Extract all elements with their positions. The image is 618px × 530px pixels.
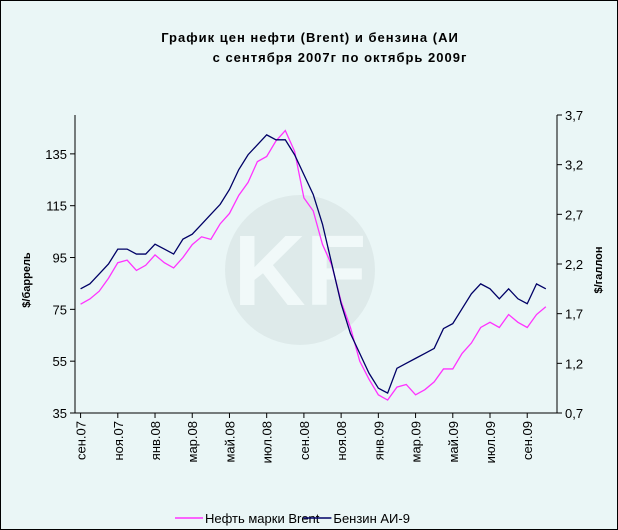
legend-label: Нефть марки Brent <box>205 511 320 526</box>
x-tick-label: янв.09 <box>371 421 386 460</box>
x-tick-label: ноя.08 <box>334 421 349 461</box>
x-tick-label: мар.08 <box>185 421 200 462</box>
chart-subtitle: с сентября 2007г по октябрь 2009г <box>213 50 468 65</box>
y-tick-label: 75 <box>53 302 67 317</box>
y-tick-label: 35 <box>53 406 67 421</box>
y-tick-label: 115 <box>46 199 67 214</box>
y2-axis-label: $/галлон <box>593 246 605 293</box>
y-tick-label: 135 <box>45 147 67 162</box>
x-tick-label: май.09 <box>446 421 461 463</box>
y2-tick-label: 3,7 <box>565 108 583 123</box>
x-tick-label: сен.08 <box>297 421 312 460</box>
line-series <box>80 129 547 401</box>
y-tick-label: 55 <box>53 354 67 369</box>
y2-tick-label: 1,2 <box>565 356 583 371</box>
y2-tick-label: 0,7 <box>565 406 583 421</box>
y2-tick-label: 1,7 <box>565 307 583 322</box>
chart-title: График цен нефти (Brent) и бензина (АИ <box>161 30 459 45</box>
x-tick-label: сен.09 <box>520 421 535 460</box>
x-tick-label: ноя.07 <box>111 421 126 461</box>
watermark: KF <box>225 195 375 345</box>
y-axis-label: $/баррель <box>21 252 33 308</box>
x-tick-label: мар.09 <box>409 421 424 462</box>
svg-text:KF: KF <box>233 215 366 327</box>
x-tick-label: май.08 <box>222 421 237 463</box>
x-tick-label: янв.08 <box>148 421 163 460</box>
legend-label: Бензин АИ-9 <box>333 511 410 526</box>
y2-tick-label: 2,2 <box>565 257 583 272</box>
y-tick-label: 95 <box>53 251 67 266</box>
x-tick-label: июл.08 <box>260 421 275 463</box>
x-tick-label: июл.09 <box>483 421 498 463</box>
y2-tick-label: 3,2 <box>565 158 583 173</box>
y2-tick-label: 2,7 <box>565 207 583 222</box>
line-series <box>80 134 547 395</box>
x-tick-label: сен.07 <box>74 421 89 460</box>
